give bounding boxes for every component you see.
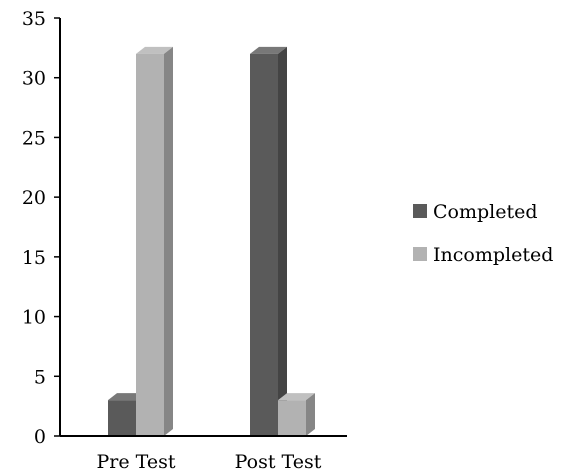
y-tick-label: 0 bbox=[34, 426, 46, 448]
bar-top-face bbox=[278, 393, 315, 401]
bar-side-face bbox=[164, 46, 173, 436]
bar-front-face bbox=[136, 53, 164, 436]
bar-front-face bbox=[278, 400, 306, 436]
bar-front-face bbox=[108, 400, 136, 436]
bar-side-face bbox=[306, 393, 315, 436]
legend-label: Completed bbox=[433, 201, 538, 223]
y-axis-ticks: 0 5 10 15 20 25 30 35 bbox=[22, 8, 60, 448]
bar-side-face bbox=[278, 46, 287, 436]
legend-swatch bbox=[413, 204, 427, 218]
bar-top-face bbox=[136, 46, 173, 54]
bars-group bbox=[108, 46, 315, 436]
bar-front-face bbox=[250, 53, 278, 436]
bar-top-face bbox=[250, 46, 287, 54]
y-tick-label: 5 bbox=[34, 366, 46, 388]
x-axis-labels: Pre Test Post Test bbox=[97, 451, 322, 473]
bar-top-face bbox=[108, 393, 145, 401]
y-tick-label: 10 bbox=[22, 307, 46, 329]
y-tick-label: 30 bbox=[22, 68, 46, 90]
legend-label: Incompleted bbox=[433, 244, 553, 266]
y-tick-label: 25 bbox=[22, 127, 46, 149]
x-category-label: Post Test bbox=[235, 451, 322, 473]
y-tick-label: 35 bbox=[22, 8, 46, 30]
legend: Completed Incompleted bbox=[413, 201, 553, 266]
bar-completed-post-test bbox=[250, 46, 287, 436]
x-category-label: Pre Test bbox=[97, 451, 176, 473]
y-tick-label: 20 bbox=[22, 187, 46, 209]
bar-incompleted-post-test bbox=[278, 393, 315, 436]
legend-swatch bbox=[413, 247, 427, 261]
y-tick-label: 15 bbox=[22, 247, 46, 269]
bar-incompleted-pre-test bbox=[136, 46, 173, 436]
